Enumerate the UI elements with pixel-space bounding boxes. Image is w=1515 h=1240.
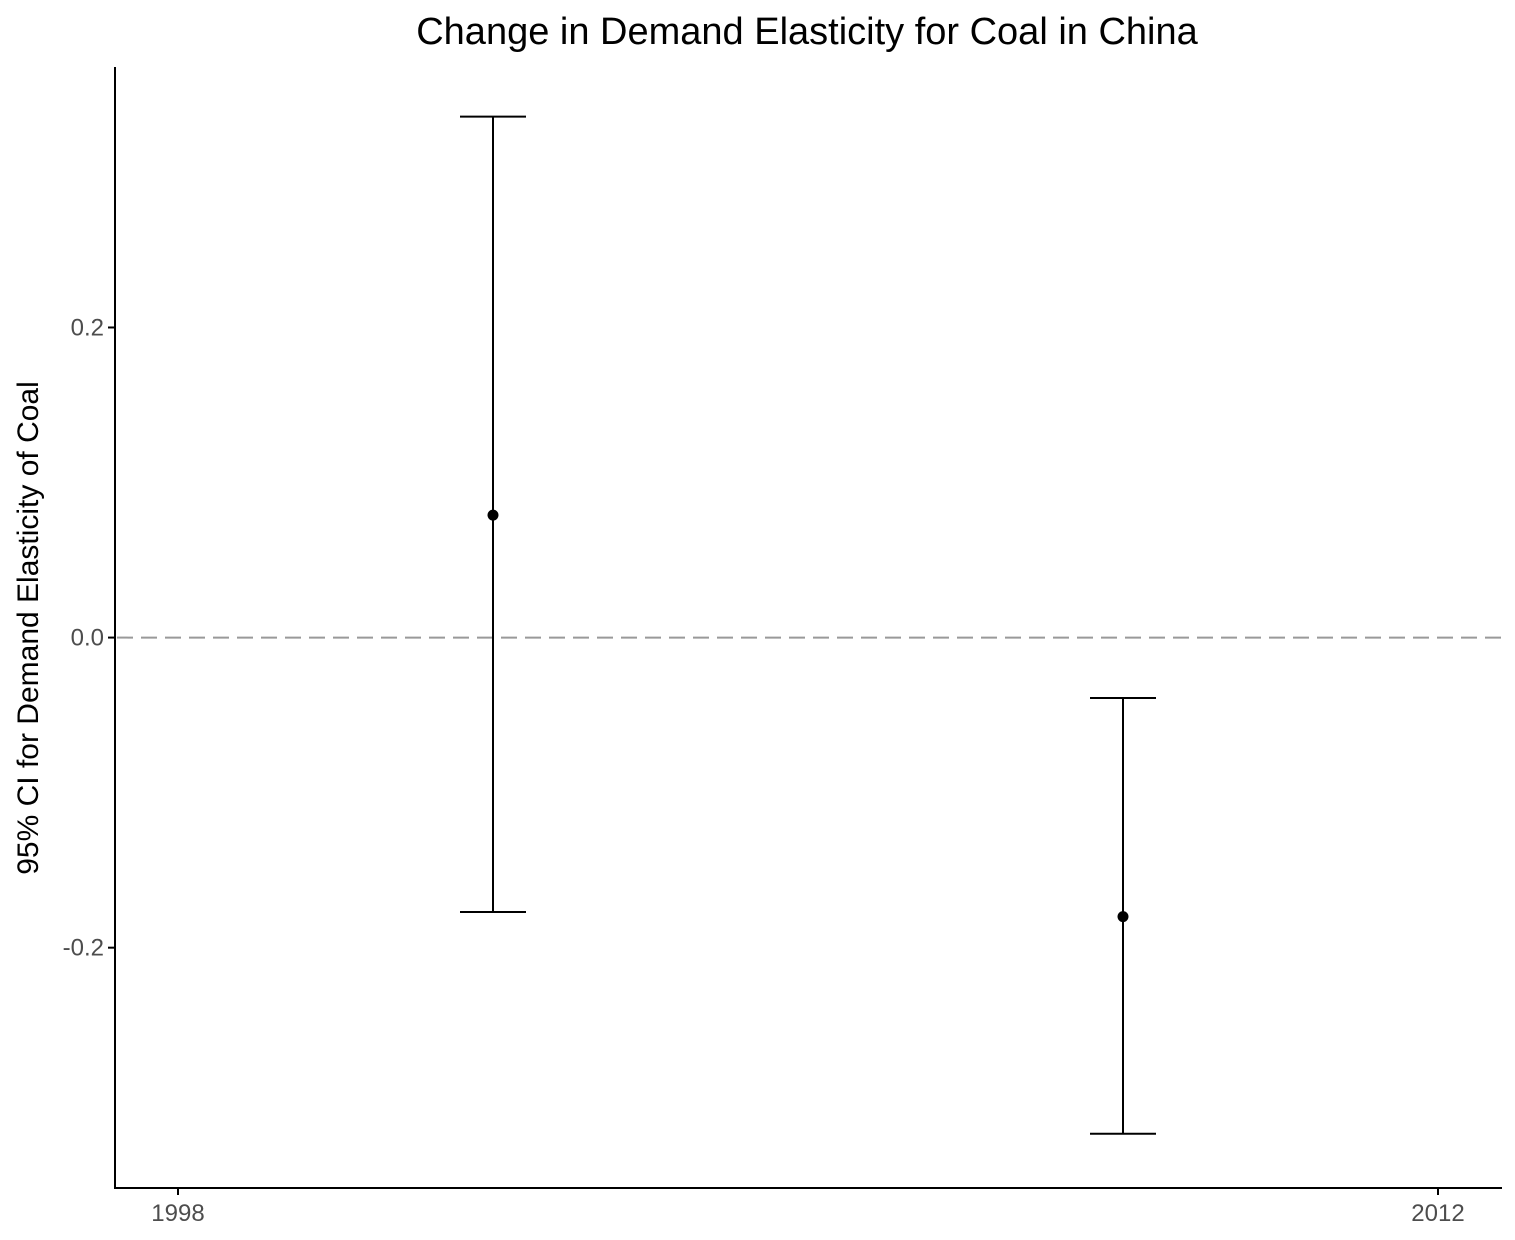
point-estimate [1117, 911, 1129, 923]
error-bar-1 [460, 115, 526, 914]
error-bars [460, 115, 1156, 1135]
x-tick-label: 2012 [1411, 1200, 1464, 1227]
y-tick-label: -0.2 [63, 935, 104, 962]
chart-title: Change in Demand Elasticity for Coal in … [416, 11, 1198, 53]
y-axis-label: 95% CI for Demand Elasticity of Coal [12, 381, 45, 875]
x-axis-ticks: 1998 2012 [151, 1188, 1465, 1227]
plot-area [117, 115, 1502, 1135]
y-tick-label: 0.2 [71, 314, 104, 341]
error-bar-2 [1090, 697, 1156, 1135]
y-tick-label: 0.0 [71, 625, 104, 652]
y-axis-ticks: -0.2 0.0 0.2 [63, 314, 115, 962]
point-estimate [487, 509, 499, 521]
x-tick-label: 1998 [151, 1200, 204, 1227]
